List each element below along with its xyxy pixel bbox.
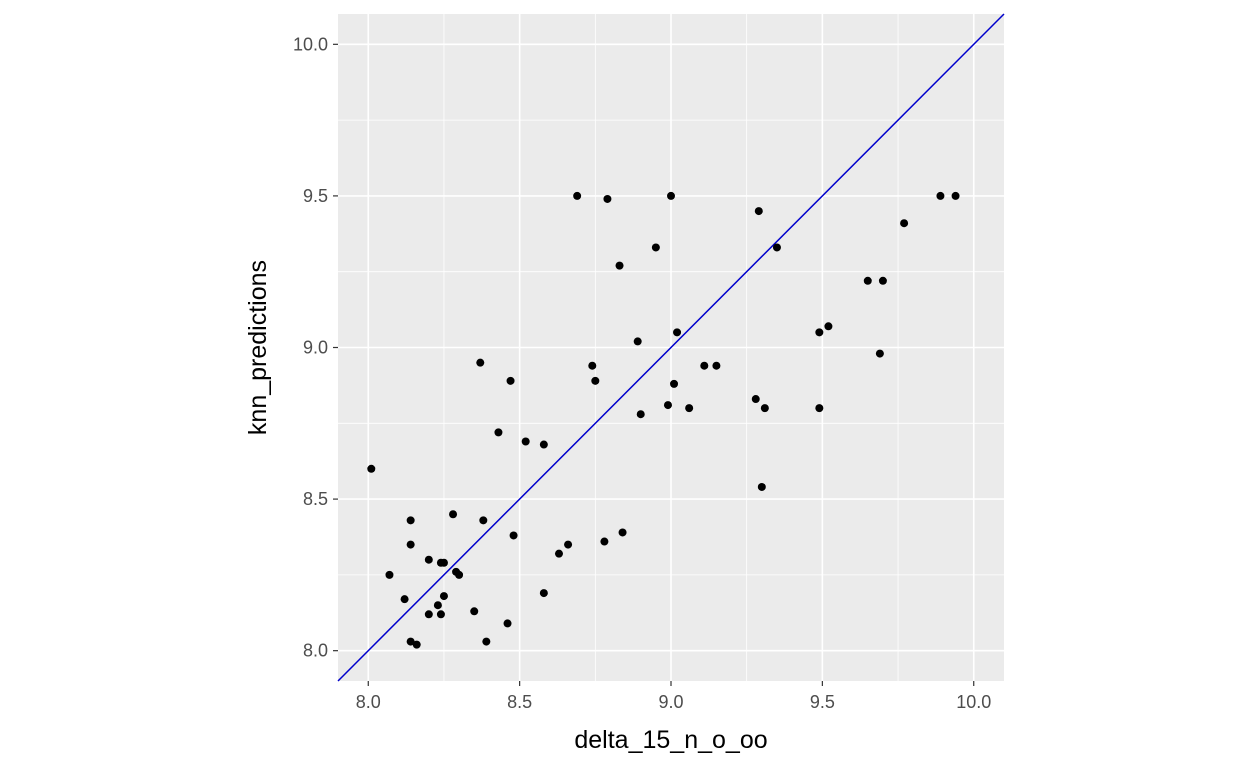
data-point: [824, 322, 833, 331]
data-point: [772, 243, 781, 252]
y-tick-label: 10.0: [293, 34, 328, 54]
y-tick-label: 8.5: [303, 489, 328, 509]
data-point: [900, 219, 909, 228]
data-point: [670, 379, 679, 388]
data-point: [439, 558, 448, 567]
data-point: [433, 601, 442, 610]
y-tick-label: 9.0: [303, 338, 328, 358]
data-point: [436, 610, 445, 619]
data-point: [506, 376, 515, 385]
x-tick-label: 9.0: [658, 692, 683, 712]
x-axis-title: delta_15_n_o_oo: [574, 726, 767, 754]
data-point: [667, 191, 675, 200]
data-point: [503, 619, 512, 628]
data-point: [482, 637, 491, 646]
data-point: [406, 637, 415, 646]
data-point: [470, 607, 479, 616]
data-point: [875, 349, 884, 358]
data-point: [564, 540, 573, 549]
identity-reference-line: [337, 13, 1005, 682]
data-point: [455, 570, 464, 579]
data-point: [757, 482, 766, 491]
data-point: [636, 410, 645, 419]
data-point: [588, 361, 597, 370]
data-point: [424, 555, 433, 564]
data-point: [760, 404, 769, 413]
data-point: [494, 428, 503, 437]
data-point: [385, 570, 394, 579]
data-point: [936, 191, 945, 200]
data-point: [754, 207, 763, 216]
data-point: [479, 516, 488, 525]
x-tick-label: 10.0: [956, 692, 991, 712]
data-point: [815, 328, 824, 337]
data-point: [618, 528, 627, 537]
data-point: [521, 437, 530, 446]
data-point: [539, 440, 548, 449]
data-point: [878, 276, 887, 285]
data-point: [751, 395, 760, 404]
data-point: [539, 589, 548, 598]
x-tick-label: 8.0: [356, 692, 381, 712]
data-point: [603, 194, 612, 203]
data-point: [685, 404, 694, 413]
data-point: [439, 592, 448, 601]
data-point: [951, 191, 960, 200]
y-tick-label: 8.0: [303, 641, 328, 661]
data-point: [400, 595, 409, 604]
data-point: [615, 261, 624, 270]
y-axis-ticks: 8.0 8.5 9.0 9.5 10.0: [293, 34, 338, 661]
data-point: [476, 358, 485, 367]
x-tick-label: 9.5: [810, 692, 835, 712]
y-axis-title: knn_predictions: [244, 260, 272, 435]
data-point: [449, 510, 458, 519]
data-point: [424, 610, 433, 619]
data-point: [673, 328, 682, 337]
data-point: [712, 361, 721, 370]
data-point: [815, 404, 824, 413]
data-point: [412, 640, 421, 649]
data-point: [633, 337, 642, 346]
data-point: [663, 401, 672, 410]
x-axis-ticks: 8.0 8.5 9.0 9.5 10.0: [356, 681, 991, 712]
data-point: [406, 540, 415, 549]
x-tick-label: 8.5: [507, 692, 532, 712]
y-tick-label: 9.5: [303, 186, 328, 206]
data-point: [509, 531, 518, 540]
data-point: [554, 549, 563, 558]
data-point: [863, 276, 872, 285]
data-point: [573, 191, 582, 200]
data-point: [367, 464, 376, 473]
reference-line-group: [337, 13, 1005, 682]
data-point: [651, 243, 660, 252]
data-point: [700, 361, 709, 370]
data-point: [591, 376, 600, 385]
data-point: [406, 516, 415, 525]
data-point: [600, 537, 609, 546]
points-group: [367, 191, 960, 649]
